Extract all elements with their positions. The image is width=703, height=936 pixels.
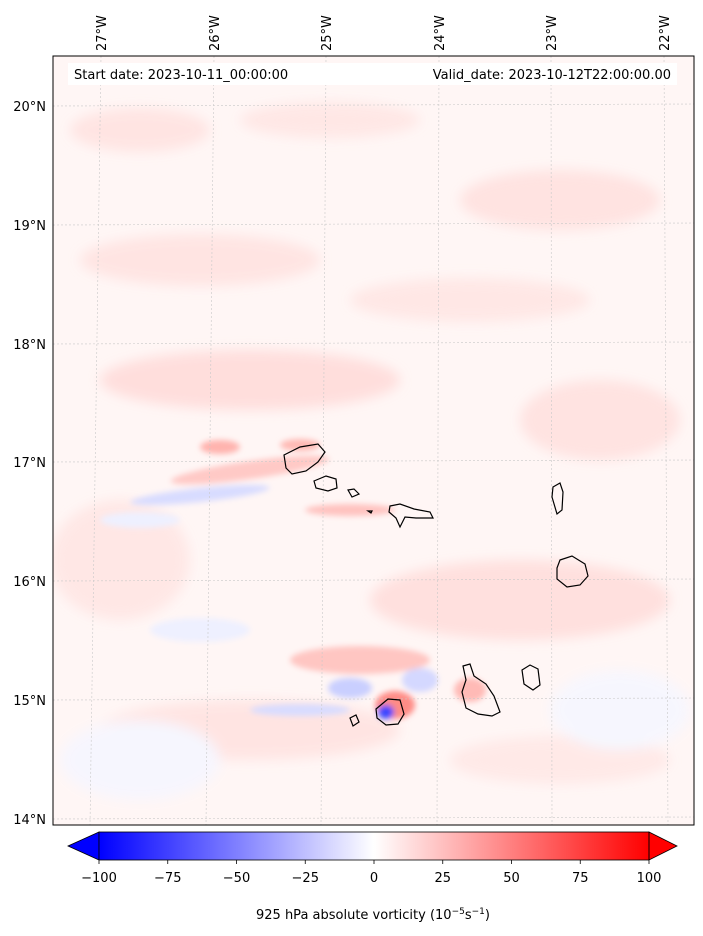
latitude-labels: 20°N 19°N 18°N 17°N 16°N 15°N 14°N — [13, 100, 46, 828]
graticule — [53, 56, 694, 825]
island-boa-vista — [556, 555, 589, 588]
colorbar-tick-label: 75 — [572, 871, 589, 886]
colorbar-tick-label: 50 — [503, 871, 520, 886]
colorbar-min-extend — [67, 831, 100, 861]
plot-frame — [52, 55, 695, 826]
island-santa-luzia — [347, 488, 361, 498]
island-maio — [521, 664, 541, 691]
colorbar-gradient — [99, 832, 649, 860]
lat-label-16n: 16°N — [13, 575, 46, 590]
colorbar-tick-label: −100 — [81, 871, 117, 886]
colorbar-tick-label: −50 — [223, 871, 250, 886]
vorticity-field — [53, 56, 694, 825]
lat-label-18n: 18°N — [13, 338, 46, 353]
valid-date-label: Valid_date: 2023-10-12T22:00:00.00 — [433, 68, 671, 83]
lat-label-14n: 14°N — [13, 813, 46, 828]
lat-label-19n: 19°N — [13, 219, 46, 234]
island-santo-antao — [283, 443, 326, 475]
lon-label-22w: 22°W — [658, 15, 673, 51]
lat-label-15n: 15°N — [13, 694, 46, 709]
island-santiago — [461, 663, 501, 717]
lon-label-25w: 25°W — [320, 15, 335, 51]
colorbar-label: 925 hPa absolute vorticity (10−5s−1) — [256, 907, 490, 923]
colorbar-tick-label: 100 — [637, 871, 662, 886]
colorbar-tick-label: 25 — [434, 871, 451, 886]
lon-label-23w: 23°W — [545, 15, 560, 51]
island-brava — [349, 714, 360, 727]
island-sal — [551, 482, 564, 516]
annotation-box — [68, 63, 677, 85]
lon-label-27w: 27°W — [95, 15, 110, 51]
island-fogo — [375, 698, 405, 726]
colorbar-tick-label: −25 — [292, 871, 319, 886]
colorbar: −100 −75 −50 −25 0 25 50 75 100 925 hPa absolute… — [67, 831, 678, 923]
longitude-labels: 27°W 26°W 25°W 24°W 23°W 22°W — [95, 15, 673, 51]
start-date-label: Start date: 2023-10-11_00:00:00 — [74, 68, 288, 83]
island-sao-vicente — [313, 475, 338, 492]
lon-label-26w: 26°W — [208, 15, 223, 51]
colorbar-max-extend — [648, 831, 678, 861]
lat-label-17n: 17°N — [13, 456, 46, 471]
lat-label-20n: 20°N — [13, 100, 46, 115]
island-sao-nicolau — [366, 503, 434, 529]
lon-label-24w: 24°W — [433, 15, 448, 51]
colorbar-tick-label: 0 — [370, 871, 378, 886]
colorbar-tick-label: −75 — [154, 871, 181, 886]
coastlines — [283, 443, 589, 727]
